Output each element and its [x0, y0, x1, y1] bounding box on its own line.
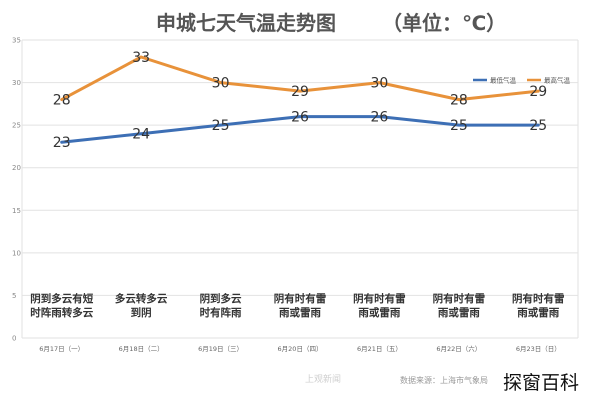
weather-description: 时有阵雨 — [200, 306, 242, 319]
weather-description: 雨或雷雨 — [358, 306, 400, 319]
series-line-low — [60, 115, 540, 144]
x-tick-label: 6月17日（一） — [39, 345, 84, 353]
data-label: 33 — [132, 50, 150, 66]
y-tick-label: 25 — [12, 122, 21, 130]
data-label: 25 — [529, 118, 547, 134]
data-label: 29 — [291, 84, 309, 100]
weather-description: 阴有时有雷 — [353, 292, 406, 305]
brand-logo-text: 探窗百科 — [503, 372, 579, 394]
data-label: 28 — [53, 93, 71, 109]
chart-legend: 最低气温 最高气温 — [473, 76, 571, 85]
data-labels: 23 24 25 26 26 25 25 28 33 30 29 30 28 29 — [53, 50, 547, 151]
chart-title: 申城七天气温走势图 — [156, 11, 336, 35]
x-tick-label: 6月20日（四） — [278, 345, 323, 353]
weather-description: 阴到多云 — [200, 292, 242, 305]
x-tick-label: 6月19日（三） — [198, 345, 243, 353]
y-tick-label: 5 — [12, 292, 16, 300]
chart-grid — [21, 39, 579, 339]
data-label: 25 — [212, 118, 230, 134]
x-tick-label: 6月21日（五） — [357, 345, 402, 353]
weather-description: 雨或雷雨 — [279, 306, 321, 319]
y-tick-label: 35 — [12, 37, 21, 45]
weather-description: 雨或雷雨 — [438, 306, 480, 319]
weather-descriptions: 阴到多云有短时阵雨转多云多云转多云到阴阴到多云时有阵雨阴有时有雷雨或雷雨阴有时有… — [30, 292, 564, 319]
data-label: 24 — [132, 127, 150, 143]
weather-description: 时阵雨转多云 — [30, 306, 93, 319]
series-lines — [60, 55, 540, 144]
weather-description: 阴有时有雷 — [433, 292, 486, 305]
legend-label: 最低气温 — [490, 76, 517, 85]
x-axis-ticks: 6月17日（一） 6月18日（二） 6月19日（三） 6月20日（四） 6月21日（五）… — [39, 344, 560, 353]
x-tick-label: 6月22日（六） — [436, 344, 481, 353]
y-tick-label: 15 — [12, 207, 21, 215]
y-tick-label: 20 — [12, 164, 21, 172]
weather-description: 多云转多云 — [115, 292, 168, 305]
y-tick-label: 0 — [12, 335, 16, 343]
x-tick-label: 6月23日（日） — [516, 345, 561, 353]
weather-description: 阴有时有雷 — [274, 292, 327, 305]
data-label: 30 — [371, 76, 389, 92]
weather-description: 阴到多云有短 — [30, 292, 93, 305]
data-label: 29 — [529, 84, 547, 100]
weather-description: 雨或雷雨 — [517, 306, 559, 319]
y-axis-ticks: 0 5 10 15 20 25 30 35 — [12, 37, 21, 343]
data-label: 28 — [450, 93, 468, 109]
data-source: 数据来源：上海市气象局 — [400, 375, 488, 385]
data-label: 23 — [53, 135, 71, 151]
data-label: 26 — [291, 110, 309, 126]
data-label: 30 — [212, 76, 230, 92]
weather-description: 到阴 — [131, 306, 152, 319]
x-tick-label: 6月18日（二） — [119, 345, 164, 353]
data-label: 26 — [371, 110, 389, 126]
series-line-high — [60, 55, 540, 102]
chart-unit-label: （单位：℃） — [382, 11, 506, 35]
legend-label: 最高气温 — [544, 76, 571, 85]
data-label: 25 — [450, 118, 468, 134]
y-tick-label: 10 — [12, 249, 21, 257]
watermark: 上观新闻 — [305, 373, 341, 385]
y-tick-label: 30 — [12, 79, 21, 87]
weather-description: 阴有时有雷 — [512, 292, 565, 305]
